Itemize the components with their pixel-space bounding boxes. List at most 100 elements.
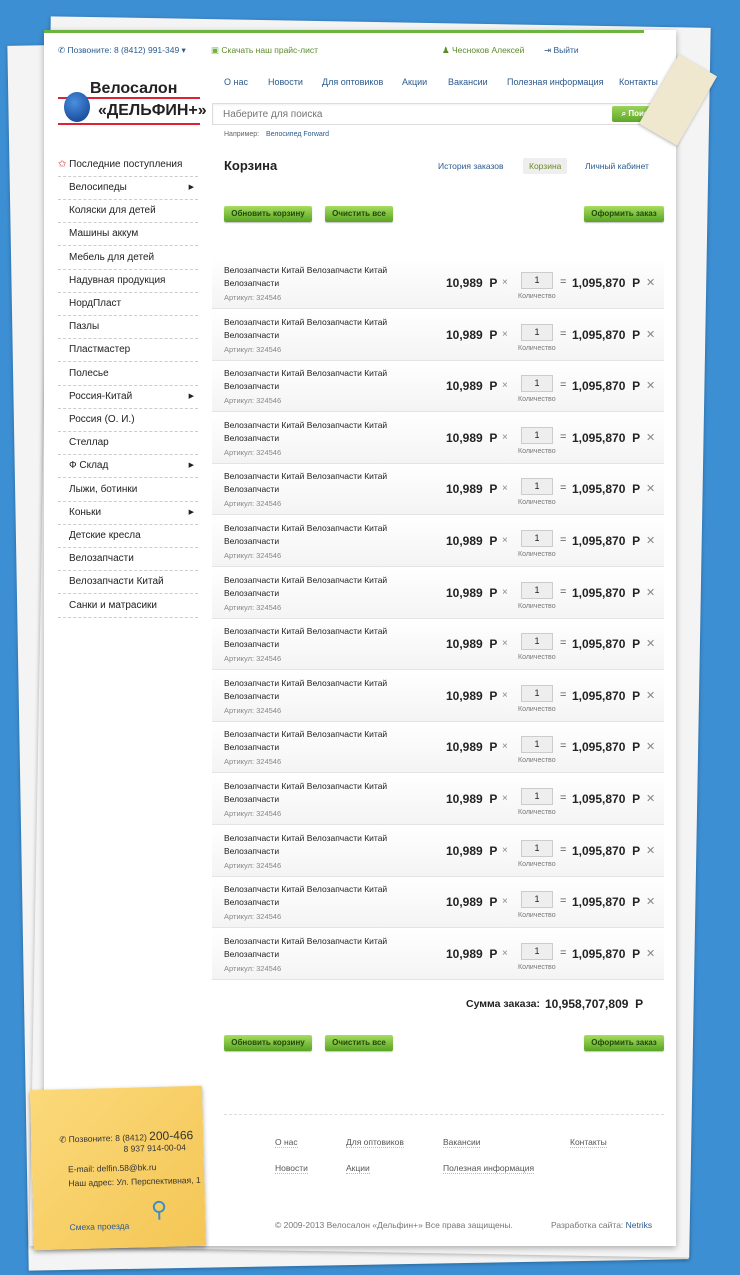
remove-item-icon[interactable]: ✕ [646, 793, 656, 805]
sidebar-item[interactable]: Машины аккум [58, 223, 198, 247]
sidebar-item[interactable]: Санки и матрасики [58, 595, 198, 618]
search-input[interactable] [223, 109, 583, 120]
quantity-input[interactable]: 1 [521, 426, 553, 444]
contact-email[interactable]: E-mail: delfin.58@bk.ru [67, 1161, 157, 1175]
equals-icon: = [560, 327, 567, 340]
product-name[interactable]: Велозапчасти Китай Велозапчасти Китай Ве… [224, 781, 388, 804]
sidebar-item[interactable]: Пластмастер [58, 339, 198, 363]
remove-item-icon[interactable]: ✕ [646, 586, 656, 599]
footer-promotions[interactable]: Акции [346, 1163, 370, 1174]
quantity-input[interactable]: 1 [521, 891, 553, 909]
sidebar-item[interactable]: Пазлы [58, 316, 198, 340]
quantity-input[interactable]: 1 [521, 478, 553, 496]
product-name[interactable]: Велозапчасти Китай Велозапчасти Китай Ве… [224, 677, 388, 701]
nav-about[interactable]: О нас [224, 77, 248, 87]
product-name[interactable]: Велозапчасти Китай Велозапчасти Китай Ве… [224, 626, 388, 650]
sidebar-item[interactable]: Полесье [58, 363, 198, 386]
remove-item-icon[interactable]: ✕ [646, 483, 656, 496]
sidebar-item[interactable]: Велозапчасти [58, 548, 198, 572]
quantity-input[interactable]: 1 [521, 839, 553, 857]
product-name[interactable]: Велозапчасти Китай Велозапчасти Китай Ве… [224, 419, 388, 443]
quantity-input[interactable]: 1 [521, 684, 553, 702]
product-name[interactable]: Велозапчасти Китай Велозапчасти Китай Ве… [224, 884, 388, 908]
product-name[interactable]: Велозапчасти Китай Велозапчасти Китай Ве… [224, 471, 388, 495]
nav-useful-info[interactable]: Полезная информация [507, 77, 604, 87]
product-name[interactable]: Велозапчасти Китай Велозапчасти Китай Ве… [224, 265, 388, 288]
quantity-input[interactable]: 1 [521, 272, 553, 289]
tab-account[interactable]: Личный кабинет [585, 161, 649, 171]
sidebar-item[interactable]: Лыжи, ботинки [58, 479, 198, 502]
sidebar-featured[interactable]: ✩ Последние поступления [58, 154, 198, 177]
quantity-input[interactable]: 1 [521, 530, 553, 547]
update-cart-button[interactable]: Обновить корзину [224, 206, 312, 222]
clear-all-button-bottom[interactable]: Очистить все [325, 1035, 393, 1051]
quantity-input[interactable]: 1 [521, 788, 553, 805]
remove-item-icon[interactable]: ✕ [646, 741, 656, 754]
product-name[interactable]: Велозапчасти Китай Велозапчасти Китай Ве… [224, 316, 388, 340]
cart-row: Велозапчасти Китай Велозапчасти Китай Ве… [212, 877, 664, 929]
product-article: Артикул: 324546 [224, 396, 282, 406]
product-name[interactable]: Велозапчасти Китай Велозапчасти Китай Ве… [224, 832, 388, 856]
nav-news[interactable]: Новости [268, 77, 303, 87]
sidebar-item[interactable]: Надувная продукция [58, 270, 198, 293]
remove-item-icon[interactable]: ✕ [646, 277, 656, 289]
product-name[interactable]: Велозапчасти Китай Велозапчасти Китай Ве… [224, 523, 388, 546]
product-name[interactable]: Велозапчасти Китай Велозапчасти Китай Ве… [224, 935, 388, 959]
remove-item-icon[interactable]: ✕ [646, 535, 656, 547]
pricelist-link[interactable]: ▣ Скачать наш прайс-лист [211, 45, 318, 56]
user-link[interactable]: ♟ Чесноков Алексей [442, 45, 524, 56]
nav-wholesale[interactable]: Для оптовиков [322, 77, 384, 87]
sidebar-item[interactable]: Стеллар [58, 432, 198, 456]
footer-news[interactable]: Новости [275, 1163, 308, 1174]
tab-order-history[interactable]: История заказов [438, 161, 504, 171]
sidebar-item[interactable]: Ф Склад ▶ [58, 455, 198, 479]
sidebar-item[interactable]: Велосипеды ▶ [58, 177, 198, 200]
remove-item-icon[interactable]: ✕ [646, 844, 656, 857]
quantity-input[interactable]: 1 [521, 736, 553, 754]
phone-dropdown[interactable]: ✆ Позвоните: 8 (8412) 991-349 ▾ [58, 45, 186, 55]
remove-item-icon[interactable]: ✕ [646, 896, 656, 909]
sidebar-item[interactable]: Велозапчасти Китай [58, 571, 198, 595]
search-example-link[interactable]: Велосипед Forward [266, 131, 330, 138]
checkout-button-bottom[interactable]: Оформить заказ [584, 1035, 664, 1051]
footer-wholesale[interactable]: Для оптовиков [346, 1137, 404, 1148]
footer-vacancies[interactable]: Вакансии [443, 1137, 481, 1148]
map-link[interactable]: Смеха проезда [69, 1220, 130, 1233]
quantity-input[interactable]: 1 [521, 942, 553, 960]
logout-link[interactable]: ⇥ Выйти [544, 45, 579, 56]
update-cart-button-bottom[interactable]: Обновить корзину [224, 1035, 312, 1051]
sidebar-item[interactable]: Детские кресла [58, 525, 198, 548]
remove-item-icon[interactable]: ✕ [646, 689, 656, 702]
product-name[interactable]: Велозапчасти Китай Велозапчасти Китай Ве… [224, 574, 388, 598]
sidebar-item[interactable]: Россия (О. И.) [58, 409, 198, 432]
footer-contacts[interactable]: Контакты [570, 1137, 607, 1148]
remove-item-icon[interactable]: ✕ [646, 431, 656, 444]
nav-promotions[interactable]: Акции [402, 77, 428, 87]
remove-item-icon[interactable]: ✕ [646, 328, 656, 341]
nav-contacts[interactable]: Контакты [619, 77, 658, 87]
logo[interactable]: Велосалон «ДЕЛЬФИН+» [58, 80, 207, 130]
footer-about[interactable]: О нас [275, 1137, 298, 1148]
logo-line1: Велосалон [90, 80, 178, 97]
sidebar-item[interactable]: Коляски для детей [58, 200, 198, 224]
developer-link[interactable]: Netriks [625, 1220, 653, 1230]
footer-useful-info[interactable]: Полезная информация [443, 1163, 535, 1174]
sidebar-item[interactable]: Мебель для детей [58, 247, 198, 270]
checkout-button[interactable]: Оформить заказ [584, 206, 664, 222]
quantity-input[interactable]: 1 [521, 375, 553, 393]
quantity-input[interactable]: 1 [521, 323, 553, 341]
remove-item-icon[interactable]: ✕ [646, 380, 656, 393]
sidebar-item[interactable]: Коньки ▶ [58, 502, 198, 525]
product-name[interactable]: Велозапчасти Китай Велозапчасти Китай Ве… [224, 729, 388, 753]
clear-all-button[interactable]: Очистить все [325, 206, 393, 222]
remove-item-icon[interactable]: ✕ [646, 947, 656, 960]
quantity-input[interactable]: 1 [521, 581, 553, 599]
nav-vacancies[interactable]: Вакансии [448, 77, 488, 87]
sidebar-item[interactable]: НордПласт [58, 293, 198, 316]
product-name[interactable]: Велозапчасти Китай Велозапчасти Китай Ве… [224, 368, 388, 392]
unit-price: 10,989 Р [446, 276, 497, 290]
quantity-input[interactable]: 1 [521, 633, 553, 651]
remove-item-icon[interactable]: ✕ [646, 638, 656, 651]
sidebar-item[interactable]: Россия-Китай ▶ [58, 386, 198, 409]
tab-cart[interactable]: Корзина [523, 158, 568, 174]
